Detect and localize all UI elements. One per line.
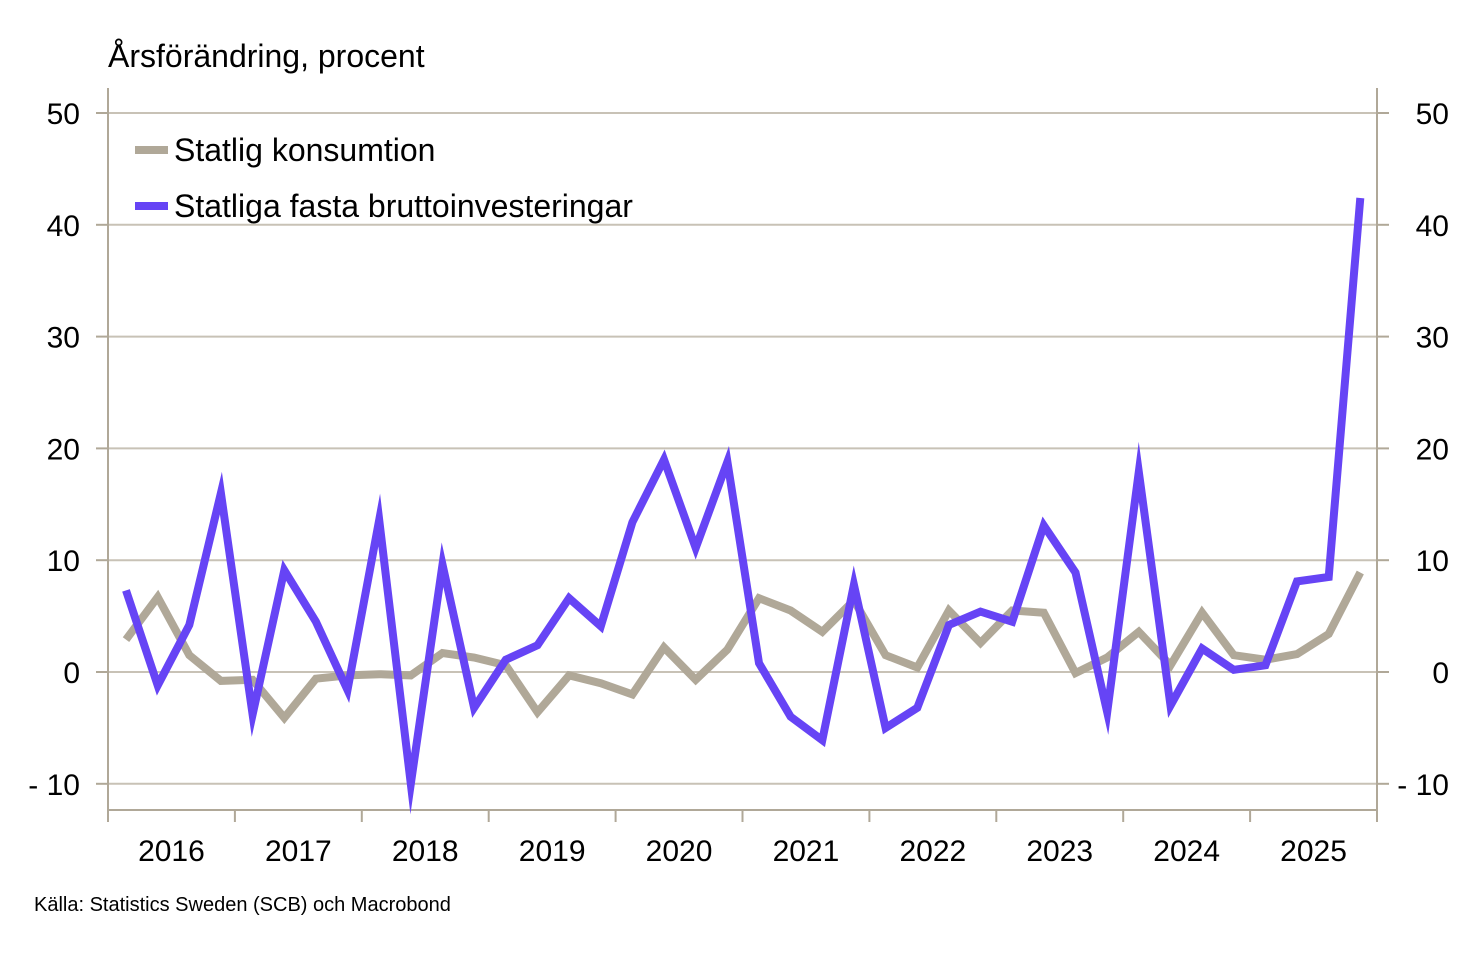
y-tick-label-left: 20 [47, 433, 80, 466]
x-tick-label: 2019 [519, 835, 586, 868]
y-tick-label-left: - 10 [28, 769, 80, 802]
y-tick-label-left: 10 [47, 545, 80, 578]
y-tick-label-left: 0 [63, 657, 80, 690]
x-tick-label: 2022 [899, 835, 966, 868]
legend-swatch-statlig-konsumtion [135, 146, 168, 154]
y-axis-right-ticks: - 10 0 10 20 30 40 50 [1377, 98, 1449, 802]
series-line-statlig-konsumtion [122, 570, 1364, 725]
legend-item-statlig-konsumtion: Statlig konsumtion [135, 122, 633, 178]
x-tick-label: 2018 [392, 835, 459, 868]
y-tick-label-right: 40 [1416, 210, 1449, 243]
source-note: Källa: Statistics Sweden (SCB) och Macro… [34, 894, 451, 916]
y-tick-label-right: 10 [1416, 545, 1449, 578]
x-tick-label: 2016 [138, 835, 205, 868]
y-tick-label-right: 30 [1416, 322, 1449, 355]
x-tick-label: 2020 [646, 835, 713, 868]
series-line-statliga-fasta-bruttoinvesteringar [122, 197, 1365, 815]
y-tick-label-right: 50 [1416, 98, 1449, 131]
x-axis-ticks: 2016 2017 2018 2019 2020 2021 2022 2023 2024 2025 [107, 810, 1378, 868]
y-tick-label-left: 50 [47, 98, 80, 131]
y-tick-label-left: 30 [47, 322, 80, 355]
y-tick-label-right: 0 [1432, 657, 1449, 690]
y-axis-left-ticks: - 10 0 10 20 30 40 50 [28, 98, 108, 802]
x-tick-label: 2021 [773, 835, 840, 868]
series-lines [122, 197, 1365, 815]
x-tick-label: 2017 [265, 835, 332, 868]
x-tick-label: 2023 [1026, 835, 1093, 868]
legend-swatch-statliga-fasta-bruttoinvesteringar [135, 202, 168, 210]
y-tick-label-right: 20 [1416, 433, 1449, 466]
x-tick-label: 2024 [1153, 835, 1220, 868]
x-tick-label: 2025 [1280, 835, 1347, 868]
y-tick-label-left: 40 [47, 210, 80, 243]
legend-label-statlig-konsumtion: Statlig konsumtion [174, 131, 436, 168]
legend: Statlig konsumtion Statliga fasta brutto… [135, 122, 633, 234]
y-tick-label-right: - 10 [1397, 769, 1449, 802]
legend-label-statliga-fasta-bruttoinvesteringar: Statliga fasta bruttoinvesteringar [174, 187, 633, 224]
legend-item-statliga-fasta-bruttoinvesteringar: Statliga fasta bruttoinvesteringar [135, 178, 633, 234]
y-axis-title: Årsförändring, procent [108, 38, 425, 74]
